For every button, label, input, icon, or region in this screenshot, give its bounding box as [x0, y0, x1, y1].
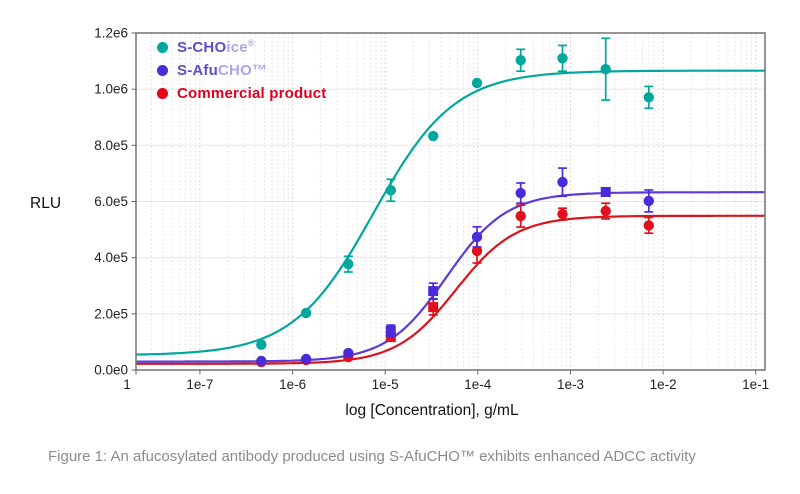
fit-curve-commercialproduct	[136, 214, 765, 365]
fit-curve-schoice	[135, 69, 766, 356]
legend-marker-icon	[157, 65, 168, 76]
data-point-safucho	[600, 187, 611, 197]
data-point-schoice	[385, 185, 396, 196]
y-tick-label: 2.0e5	[94, 306, 128, 321]
data-point-schoice	[471, 77, 483, 89]
legend-label: Commercial product	[177, 85, 326, 102]
legend-item-0: S-CHOice®	[157, 37, 326, 58]
legend-label: S-AfuCHO™	[177, 62, 267, 79]
legend-label-part: Commercial product	[177, 85, 327, 102]
data-point-commercialproduct	[643, 220, 654, 231]
data-point-schoice	[256, 339, 267, 350]
data-point-commercialproduct	[428, 302, 439, 313]
legend-label-part: ™	[251, 62, 268, 79]
y-tick-label: 6.0e5	[94, 194, 128, 209]
x-tick-label: 1e-6	[279, 377, 306, 392]
data-point-schoice	[300, 307, 312, 319]
legend-label-part: S-Afu	[177, 62, 218, 79]
legend-marker-icon	[157, 42, 168, 53]
x-tick-label: 1e-1	[742, 377, 769, 392]
fit-curves-layer	[135, 69, 766, 365]
data-point-commercialproduct	[471, 245, 483, 257]
data-point-schoice	[428, 130, 439, 142]
tick-labels-layer: 0.0e0 2.0e5 4.0e5 6.0e5 8.0e5 1.0e6 1.2e6 1 1e-7…	[94, 26, 769, 393]
x-tick-label: 1	[123, 377, 131, 392]
legend-item-2: Commercial product	[157, 83, 326, 104]
data-point-schoice	[557, 53, 568, 64]
data-point-safucho	[643, 195, 654, 207]
y-axis-title: RLU	[30, 195, 61, 212]
data-point-safucho	[471, 231, 483, 243]
data-point-schoice	[343, 258, 354, 270]
data-point-safucho	[515, 187, 526, 199]
y-tick-label: 4.0e5	[94, 250, 128, 265]
data-point-safucho	[343, 347, 354, 359]
figure-caption: Figure 1: An afucosylated antibody produ…	[48, 448, 696, 465]
y-tick-label: 1.2e6	[94, 26, 128, 41]
data-point-schoice	[643, 92, 654, 103]
legend-label: S-CHOice®	[177, 38, 255, 57]
x-tick-label: 1e-5	[372, 377, 399, 392]
x-tick-label: 1e-7	[186, 377, 213, 392]
legend-item-1: S-AfuCHO™	[157, 60, 326, 81]
y-tick-label: 0.0e0	[94, 363, 128, 378]
data-point-schoice	[515, 55, 526, 66]
x-axis-title: log [Concentration], g/mL	[345, 402, 519, 419]
legend-marker-icon	[157, 88, 168, 99]
data-point-schoice	[600, 63, 611, 75]
legend-label-part: ®	[247, 38, 255, 48]
legend-label-part: CHO	[218, 62, 252, 79]
data-point-safucho	[428, 286, 439, 297]
x-tick-label: 1e-2	[650, 377, 677, 392]
data-point-safucho	[557, 176, 568, 188]
x-tick-label: 1e-3	[557, 377, 584, 392]
data-point-safucho	[385, 326, 396, 336]
data-points-layer	[256, 37, 654, 368]
fit-curve-safucho	[136, 191, 765, 363]
chart-legend: S-CHOice® S-AfuCHO™ Commercial product	[157, 37, 326, 104]
data-point-commercialproduct	[515, 210, 526, 222]
legend-label-part: ice	[226, 39, 248, 56]
chart-canvas: 0.0e0 2.0e5 4.0e5 6.0e5 8.0e5 1.0e6 1.2e6 1 1e-7…	[30, 26, 769, 420]
y-tick-label: 8.0e5	[94, 138, 128, 153]
legend-label-part: S-CHO	[177, 39, 227, 56]
data-point-commercialproduct	[557, 208, 568, 220]
figure-caption-text: Figure 1: An afucosylated antibody produ…	[48, 448, 696, 465]
data-point-commercialproduct	[600, 205, 611, 217]
y-tick-label: 1.0e6	[94, 82, 128, 97]
data-point-safucho	[256, 355, 267, 367]
data-point-safucho	[300, 353, 312, 365]
x-tick-label: 1e-4	[464, 377, 492, 392]
